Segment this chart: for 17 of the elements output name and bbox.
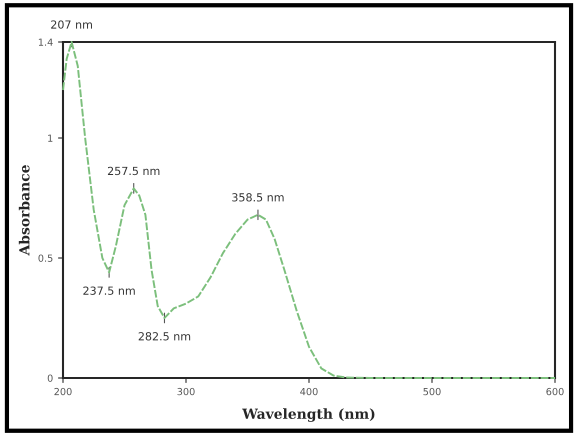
y-tick-label: 0 xyxy=(48,374,53,382)
annotation: 207 nm xyxy=(51,20,92,29)
x-tick-label: 200 xyxy=(54,388,72,396)
annotation: 237.5 nm xyxy=(83,286,135,295)
annotation: 282.5 nm xyxy=(138,332,190,340)
x-tick-label: 500 xyxy=(423,388,441,396)
annotation: 257.5 nm xyxy=(108,166,160,176)
x-tick-label: 300 xyxy=(177,388,195,396)
x-tick-label: 400 xyxy=(300,388,318,396)
y-tick-label: 1.4 xyxy=(38,38,53,46)
x-axis-title: Wavelength (nm) xyxy=(242,408,374,422)
annotation: 358.5 nm xyxy=(232,193,284,202)
line-series xyxy=(62,41,556,379)
x-tick-label: 600 xyxy=(546,388,564,396)
y-axis-title: Absorbance xyxy=(18,165,30,256)
y-tick-label: 0.5 xyxy=(38,254,52,262)
y-tick-label: 1 xyxy=(48,134,52,142)
